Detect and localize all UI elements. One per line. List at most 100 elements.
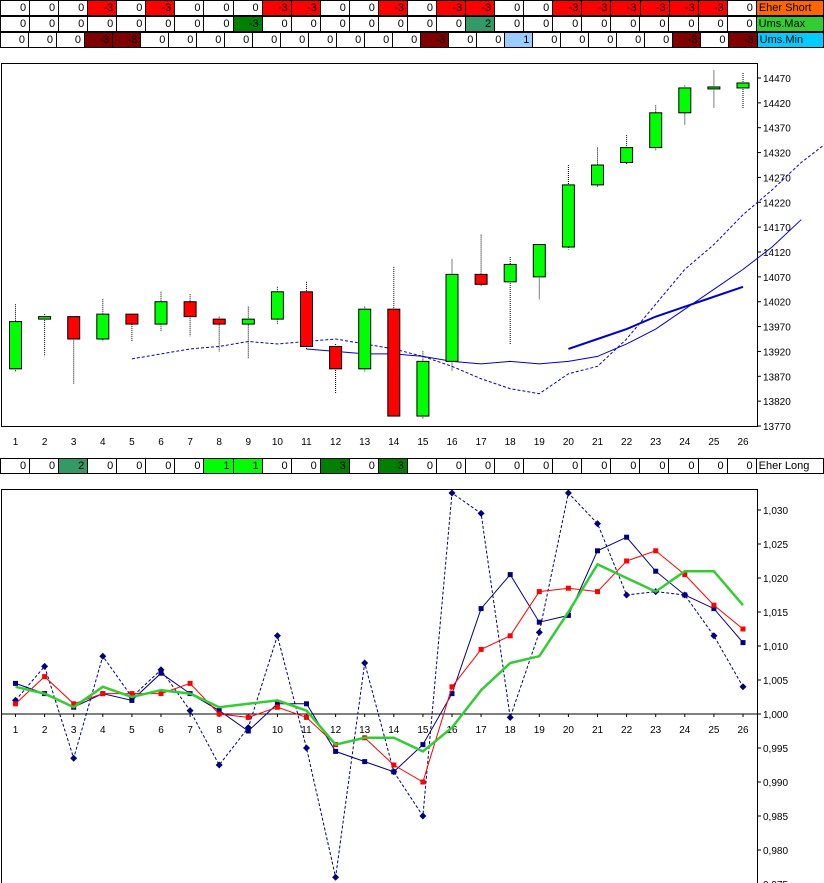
series-2-point (420, 742, 426, 748)
series-3-point (158, 691, 164, 697)
cell-long-23: 0 (639, 458, 670, 474)
x-tick-label: 26 (737, 725, 749, 736)
cell-max-25: 0 (697, 16, 728, 32)
cell-min-27: -3 (728, 32, 758, 48)
cell-max-15: 0 (406, 16, 437, 32)
cell-short-2: 0 (29, 0, 60, 16)
cell-long-26: 0 (726, 458, 757, 474)
y-tick-label: 1,025 (763, 540, 788, 551)
x-tick-label: 8 (216, 437, 222, 448)
series-1-point (273, 632, 281, 640)
cell-min-24: 0 (644, 32, 674, 48)
price-candlestick-chart: 1447014420143701432014270142201417014120… (9, 70, 824, 448)
cell-max-20: 0 (552, 16, 583, 32)
series-3-point (653, 548, 659, 554)
cell-long-13: 0 (348, 458, 379, 474)
candle-body (503, 263, 517, 283)
x-tick-label: 2 (42, 725, 48, 736)
cell-min-10: 0 (252, 32, 282, 48)
cell-min-19: 1 (504, 32, 534, 48)
series-2-point (449, 691, 455, 697)
series-1-point (361, 659, 369, 667)
x-tick-label: 17 (476, 725, 488, 736)
series-3-point (13, 701, 18, 707)
cell-max-12: 0 (319, 16, 350, 32)
cell-min-8: 0 (196, 32, 226, 48)
cell-short-20: -3 (552, 0, 583, 16)
cell-max-24: 0 (668, 16, 699, 32)
cell-short-21: -3 (581, 0, 612, 16)
series-2-point (536, 619, 542, 625)
cell-max-2: 0 (29, 16, 60, 32)
cell-long-10: 0 (261, 458, 292, 474)
candle-body (96, 313, 110, 340)
x-tick-label: 21 (592, 437, 604, 448)
y-tick-label: 14170 (763, 223, 791, 234)
candle-body (591, 164, 604, 186)
cell-min-11: 0 (280, 32, 310, 48)
cell-min-14: 0 (364, 32, 394, 48)
y-tick-label: 1,000 (763, 710, 788, 721)
cell-long-2: 0 (29, 458, 60, 474)
y-tick-label: 14320 (763, 149, 791, 160)
x-tick-label: 15 (417, 725, 429, 736)
candle-body (241, 318, 255, 325)
row-eher-short: 0 0 0 -3 0 -3 0 0 0 -3 -3 0 0 -3 0 -3 -3 0 0 -3 -3 -3 -3 -3 -3 0 E… (0, 0, 824, 16)
candle-body (329, 345, 343, 370)
y-tick-label: 0,975 (763, 880, 788, 883)
x-tick-label: 10 (272, 437, 284, 448)
series-3-point (245, 714, 251, 720)
series-1-point (535, 628, 543, 636)
cell-long-9: 1 (232, 458, 263, 474)
series-1-point (564, 489, 572, 497)
series-3-point (129, 691, 135, 697)
x-tick-label: 22 (621, 437, 633, 448)
y-tick-label: 13920 (763, 347, 791, 358)
candle-body (300, 291, 313, 347)
x-tick-label: 15 (417, 437, 429, 448)
cell-short-5: 0 (116, 0, 147, 16)
series-2-point (274, 701, 280, 707)
cell-short-26: 0 (726, 0, 757, 16)
row-label-max: Ums.Max (755, 16, 824, 32)
price-chart-frame (1, 63, 758, 427)
series-2-point (682, 592, 688, 598)
x-tick-label: 12 (330, 725, 342, 736)
series-1-point (506, 713, 514, 721)
series-1-point (12, 696, 19, 704)
average-line-3 (568, 285, 744, 350)
series-1-point (99, 652, 107, 660)
cell-min-12: 0 (308, 32, 338, 48)
cell-min-9: 0 (224, 32, 254, 48)
y-tick-label: 13870 (763, 372, 791, 383)
candle-body (649, 112, 663, 149)
series-2-point (158, 670, 164, 676)
x-tick-label: 19 (534, 437, 546, 448)
cell-short-18: 0 (494, 0, 525, 16)
cell-min-6: 0 (140, 32, 170, 48)
cell-short-12: 0 (319, 0, 350, 16)
cell-max-11: 0 (290, 16, 321, 32)
series-2-point (333, 748, 339, 754)
cell-short-8: 0 (203, 0, 234, 16)
cell-long-12: 3 (319, 458, 350, 474)
cell-max-13: 0 (348, 16, 379, 32)
x-tick-label: 18 (505, 725, 517, 736)
x-tick-label: 5 (129, 725, 135, 736)
series-2-point (478, 606, 484, 612)
x-tick-label: 9 (246, 437, 252, 448)
row-label-short: Eher Short (755, 0, 824, 16)
series-1-point (739, 683, 747, 691)
x-tick-label: 20 (563, 437, 575, 448)
series-1-point (594, 520, 601, 528)
x-tick-label: 24 (679, 725, 691, 736)
cell-short-4: -3 (87, 0, 118, 16)
cell-max-17: 2 (465, 16, 496, 32)
y-tick-label: 1,005 (763, 676, 788, 687)
x-tick-label: 2 (42, 437, 48, 448)
y-tick-label: 14270 (763, 173, 791, 184)
candle-body (387, 308, 401, 417)
candle-body (445, 273, 459, 362)
x-tick-label: 14 (388, 437, 400, 448)
x-tick-label: 20 (563, 725, 575, 736)
